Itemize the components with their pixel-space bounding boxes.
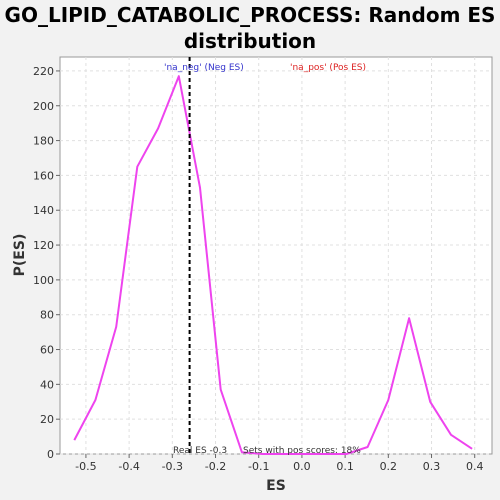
y-tick-label: 140	[33, 204, 54, 217]
chart-title: GO_LIPID_CATABOLIC_PROCESS: Random ES di…	[0, 2, 500, 54]
x-tick-label: -0.1	[248, 460, 269, 473]
y-tick-label: 40	[40, 378, 54, 391]
y-tick-label: 60	[40, 344, 54, 357]
y-tick-label: 200	[33, 100, 54, 113]
y-tick-label: 80	[40, 309, 54, 322]
y-tick-label: 160	[33, 169, 54, 182]
series-group	[73, 75, 473, 455]
x-tick-label: 0.1	[336, 460, 354, 473]
x-tick-label: -0.5	[75, 460, 96, 473]
x-tick-label: 0.3	[423, 460, 441, 473]
es-distribution-line	[73, 75, 473, 455]
x-axis-ticks: -0.5 -0.4 -0.3 -0.2 -0.1 0.0 0.1 0.2 0.3 0.4	[75, 454, 483, 473]
neg-es-label: 'na_neg' (Neg ES)	[164, 63, 244, 73]
chart-title-line1: GO_LIPID_CATABOLIC_PROCESS: Random ES	[4, 3, 496, 27]
x-tick-label: -0.2	[205, 460, 226, 473]
plot-area	[59, 56, 493, 455]
real-es-text: Real ES -0.3	[173, 446, 227, 456]
y-tick-label: 220	[33, 65, 54, 78]
y-tick-label: 20	[40, 413, 54, 426]
x-tick-label: -0.4	[118, 460, 139, 473]
y-tick-label: 100	[33, 274, 54, 287]
x-tick-label: 0.2	[380, 460, 398, 473]
y-axis-ticks: 0 20 40 60 80 100 120 140 160 180 200 220	[33, 65, 60, 461]
sets-pos-text: Sets with pos scores: 18%	[243, 446, 361, 456]
x-axis-label: ES	[266, 478, 286, 494]
y-axis-label: P(ES)	[12, 234, 28, 277]
pos-es-label: 'na_pos' (Pos ES)	[290, 63, 366, 73]
y-tick-label: 180	[33, 135, 54, 148]
x-tick-label: 0.0	[293, 460, 311, 473]
y-tick-label: 0	[47, 448, 54, 461]
chart-title-line2: distribution	[183, 29, 317, 53]
x-tick-label: 0.4	[466, 460, 484, 473]
y-tick-label: 120	[33, 239, 54, 252]
x-tick-label: -0.3	[162, 460, 183, 473]
